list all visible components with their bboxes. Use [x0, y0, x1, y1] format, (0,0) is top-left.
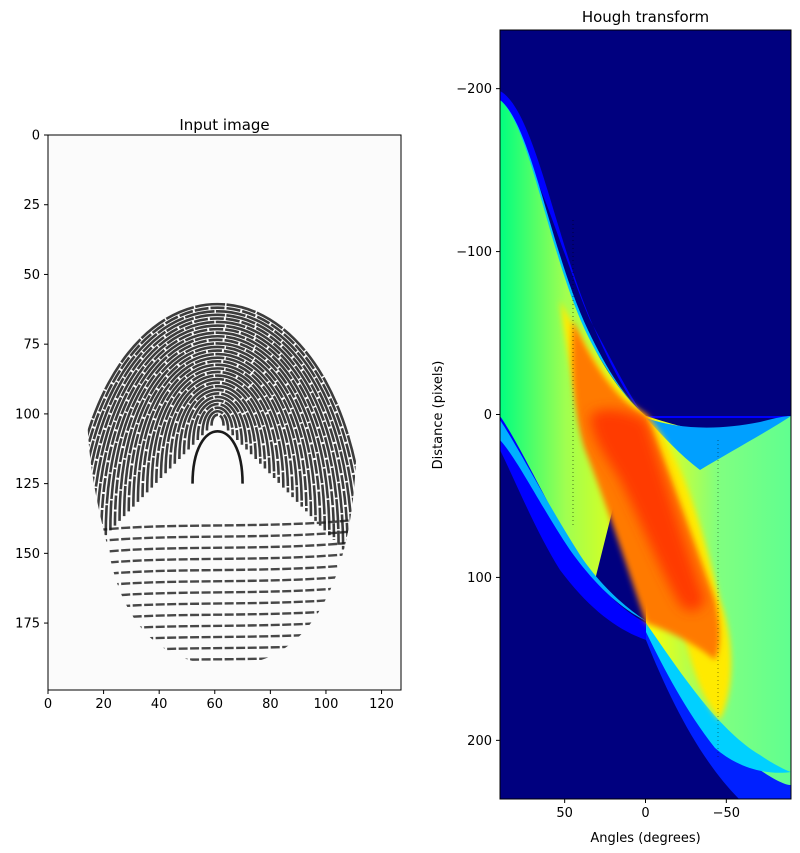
input-ytick-label: 150 [15, 547, 40, 562]
hough-ytick-label: 100 [467, 571, 492, 586]
input-ytick-label: 50 [23, 268, 40, 283]
hough-ytick-label: −100 [456, 245, 492, 260]
hough-band-lower-left [500, 416, 646, 640]
hough-band-upper-cyan [500, 100, 646, 416]
input-ytick-label: 75 [23, 338, 40, 353]
input-ytick-label: 0 [32, 129, 40, 144]
input-xtick-label: 20 [95, 697, 112, 712]
hough-ylabel: Distance (pixels) [431, 361, 446, 470]
hough-band-right-lower-cyan [646, 623, 791, 773]
hough-xlabel: Angles (degrees) [590, 831, 700, 846]
input-xtick-label: 0 [44, 697, 52, 712]
input-xtick-label: 60 [206, 697, 223, 712]
input-ytick-label: 100 [15, 407, 40, 422]
input-xtick-label: 100 [314, 697, 339, 712]
fingerprint-ridges [86, 302, 357, 666]
input-ytick-label: 125 [15, 477, 40, 492]
hough-ytick-label: 200 [467, 734, 492, 749]
hough-ytick-label: −200 [456, 82, 492, 97]
hough-band-right-lower-blue [646, 623, 791, 799]
hough-xtick-label: −50 [713, 806, 740, 821]
hough-accumulator-image [500, 30, 791, 799]
input-image-axes: Input image 0 20 40 60 80 100 120 0 25 50 75 100 125… [15, 116, 402, 712]
fingerprint-image [48, 135, 401, 690]
input-ytick-label: 175 [15, 617, 40, 632]
input-xtick-label: 40 [151, 697, 168, 712]
input-xtick-label: 120 [369, 697, 394, 712]
hough-ytick-label: 0 [484, 408, 492, 423]
hough-title: Hough transform [582, 8, 709, 26]
hough-peak-core [590, 409, 705, 612]
hough-xtick-label: 50 [556, 806, 573, 821]
hough-band-right-upper-blue [646, 416, 791, 470]
input-ytick-label: 25 [23, 198, 40, 213]
input-xtick-label: 80 [262, 697, 279, 712]
input-image-title: Input image [179, 116, 269, 134]
input-image-frame [47, 134, 402, 691]
hough-xtick-label: 0 [641, 806, 649, 821]
hough-transform-axes: Hough transform 50 0− [431, 8, 792, 846]
